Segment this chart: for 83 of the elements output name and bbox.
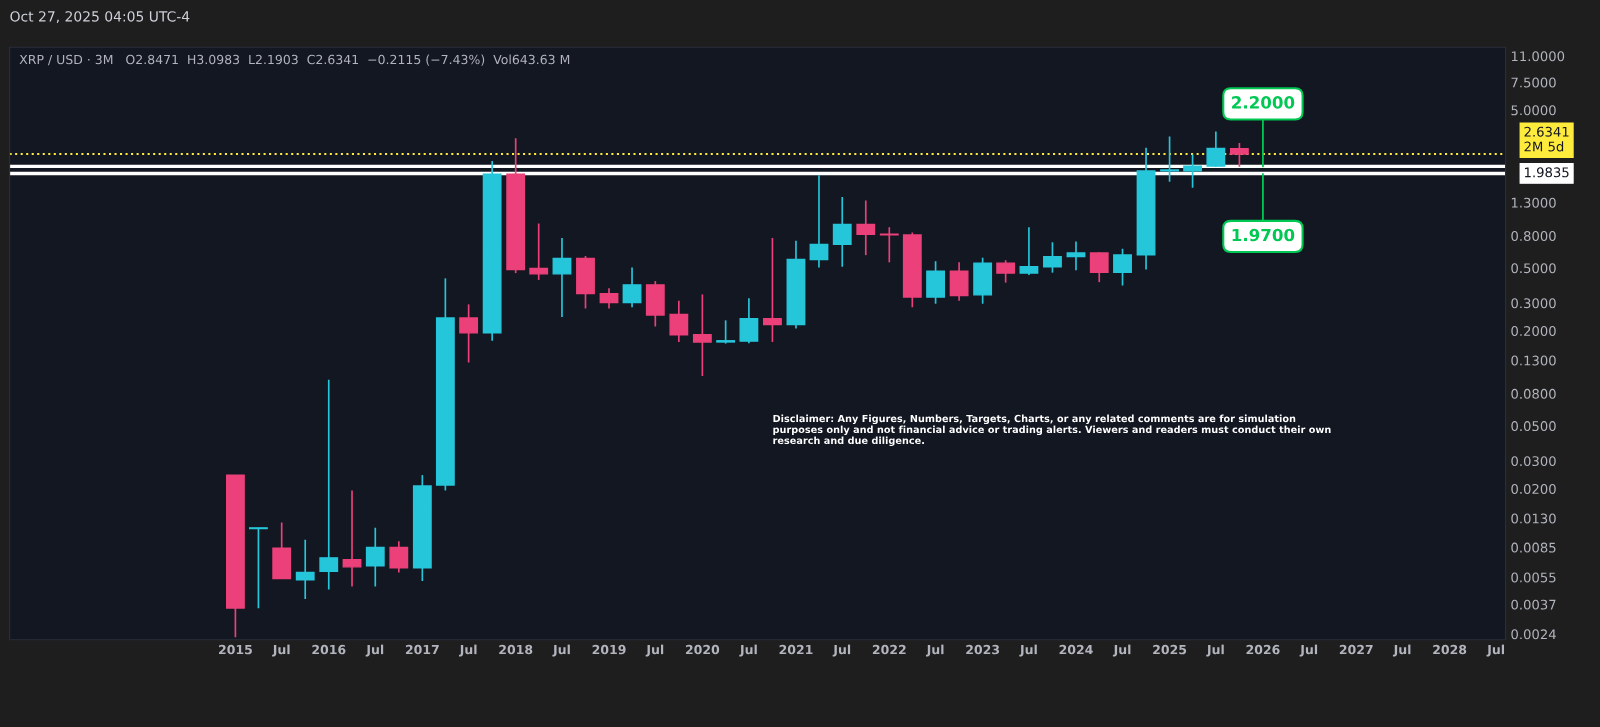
x-tick-label: 2017: [405, 644, 439, 655]
y-tick-label: 0.0500: [1511, 421, 1556, 432]
candlestick: [1089, 251, 1109, 283]
y-tick-label: 0.0037: [1511, 599, 1556, 610]
candlestick: [342, 489, 362, 588]
annotation: 1.9700: [1232, 228, 1295, 242]
y-tick-label: 0.5000: [1511, 263, 1556, 274]
x-tick-label: Jul: [272, 644, 290, 657]
x-tick-label: 2025: [1153, 644, 1187, 655]
candlestick: [365, 527, 385, 588]
y-tick-label: 0.3000: [1511, 298, 1556, 309]
x-tick-label: 2026: [1246, 644, 1280, 655]
candlestick: [1160, 135, 1179, 183]
candlestick: [599, 287, 619, 310]
candlestick: [622, 266, 642, 309]
candlestick: [249, 527, 268, 610]
x-tick-label: 2020: [685, 644, 720, 655]
chart-title: Oct 27, 2025 04:05 UTC-4: [10, 11, 190, 24]
x-tick-label: Jul: [1392, 644, 1411, 657]
x-tick-label: Jul: [1486, 644, 1505, 657]
y-tick-label: 0.0055: [1511, 572, 1556, 583]
x-tick-label: Jul: [552, 644, 570, 657]
y-tick-label: 0.0800: [1511, 388, 1556, 399]
x-tick-label: 2016: [312, 644, 346, 655]
y-tick-label: 0.0200: [1511, 483, 1556, 494]
x-tick-label: 2022: [872, 644, 906, 655]
candlestick: [295, 538, 315, 600]
candlestick: [1206, 130, 1226, 168]
x-tick-label: Jul: [832, 644, 851, 657]
candlestick: [459, 303, 479, 364]
candlestick: [389, 540, 409, 574]
candlestick: [996, 259, 1016, 284]
annotation: 2.2000: [1232, 96, 1295, 109]
x-tick-label: Jul: [459, 644, 477, 657]
x-tick-label: 2023: [966, 644, 1000, 655]
y-tick-label: 11.0000: [1511, 51, 1565, 62]
y-tick-label: 0.0024: [1511, 629, 1556, 640]
y-tick-label: 0.0300: [1511, 456, 1556, 467]
x-tick-label: 2028: [1433, 644, 1467, 655]
candlestick: [809, 174, 829, 269]
candlestick: [1229, 142, 1249, 168]
y-tick-label: 0.0085: [1511, 542, 1556, 553]
y-tick-label: 0.2000: [1511, 326, 1556, 337]
x-tick-label: 2027: [1339, 644, 1373, 655]
candlestick: [1183, 153, 1203, 189]
y-tick-label: 0.0130: [1511, 513, 1556, 524]
candlestick: [856, 199, 876, 256]
candlestick: [319, 378, 339, 591]
y-tick-label: 7.5000: [1511, 77, 1556, 88]
annotation: Disclaimer: Any Figures, Numbers, Targets, Charts, or any related comments are for simulation purposes only and not financial advice or trading alerts. Viewers and readers must conduct their own research and due diligence.: [773, 414, 1331, 447]
candlestick: [552, 237, 572, 318]
candlestick: [1043, 241, 1062, 274]
x-tick-label: Jul: [645, 644, 664, 657]
candlestick: [1066, 240, 1086, 272]
ref-line-label: 1.9835: [1525, 167, 1569, 178]
y-tick-label: 0.8000: [1511, 230, 1556, 241]
x-tick-label: Jul: [365, 644, 384, 657]
x-tick-label: 2021: [779, 644, 813, 655]
candlestick: [716, 319, 736, 345]
y-tick-label: 0.1300: [1511, 355, 1556, 366]
x-tick-label: Jul: [1299, 644, 1318, 657]
candlestick: [1019, 226, 1039, 276]
candlestick: [692, 293, 712, 377]
x-tick-label: Jul: [925, 644, 944, 657]
x-tick-label: 2018: [499, 644, 533, 655]
candlestick: [1113, 247, 1132, 287]
candlestick: [529, 222, 549, 281]
ref-line-label: 2.6341 2M 5d: [1524, 126, 1569, 152]
x-tick-label: 2015: [219, 644, 252, 655]
x-tick-label: Jul: [1112, 644, 1131, 657]
x-tick-label: 2019: [592, 644, 626, 655]
x-tick-label: Jul: [739, 644, 757, 657]
x-tick-label: 2024: [1059, 644, 1093, 655]
x-tick-label: Jul: [1206, 644, 1224, 657]
y-tick-label: 1.3000: [1511, 197, 1556, 208]
text: XRP / USD · 3M O2.8471 H3.0983 L2.1903 C2.6341 −0.2115 (−7.43%) Vol643.63 M: [19, 54, 570, 66]
candlestick: [832, 196, 852, 268]
y-tick-label: 5.0000: [1511, 105, 1556, 116]
candlestick: [669, 299, 689, 343]
candlestick: [763, 237, 782, 343]
candlestick: [739, 297, 759, 345]
candlestick: [879, 226, 899, 264]
x-tick-label: Jul: [1019, 644, 1037, 657]
